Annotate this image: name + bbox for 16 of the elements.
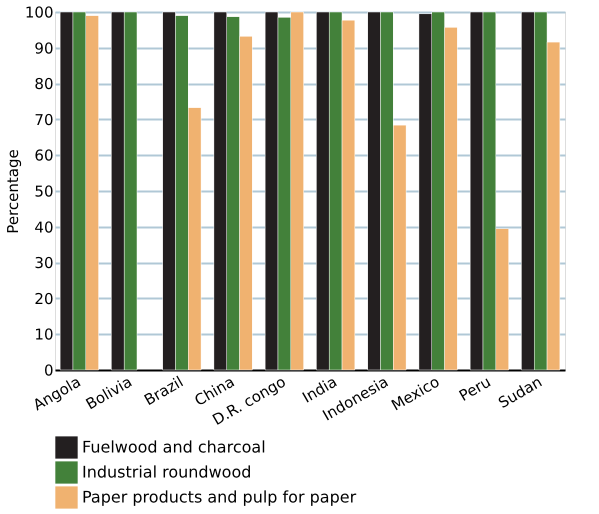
y-tick-label: 60 bbox=[34, 146, 54, 165]
legend-label: Paper products and pulp for paper bbox=[82, 488, 357, 506]
legend-label: Fuelwood and charcoal bbox=[82, 438, 266, 456]
y-tick-label: 0 bbox=[44, 362, 54, 380]
y-axis-title: Percentage bbox=[4, 149, 22, 234]
y-tick-label: 20 bbox=[34, 290, 54, 308]
x-tick-label: Peru bbox=[456, 372, 494, 406]
y-tick-label: 80 bbox=[34, 75, 54, 94]
y-tick-label: 90 bbox=[34, 39, 54, 58]
y-tick-label: 50 bbox=[34, 182, 54, 200]
legend-label: Industrial roundwood bbox=[82, 462, 252, 482]
y-tick-label: 100 bbox=[24, 4, 54, 22]
y-tick-label: 40 bbox=[34, 218, 54, 236]
y-tick-label: 10 bbox=[34, 326, 54, 344]
y-tick-label: 30 bbox=[34, 254, 54, 272]
y-tick-label: 70 bbox=[34, 110, 54, 129]
